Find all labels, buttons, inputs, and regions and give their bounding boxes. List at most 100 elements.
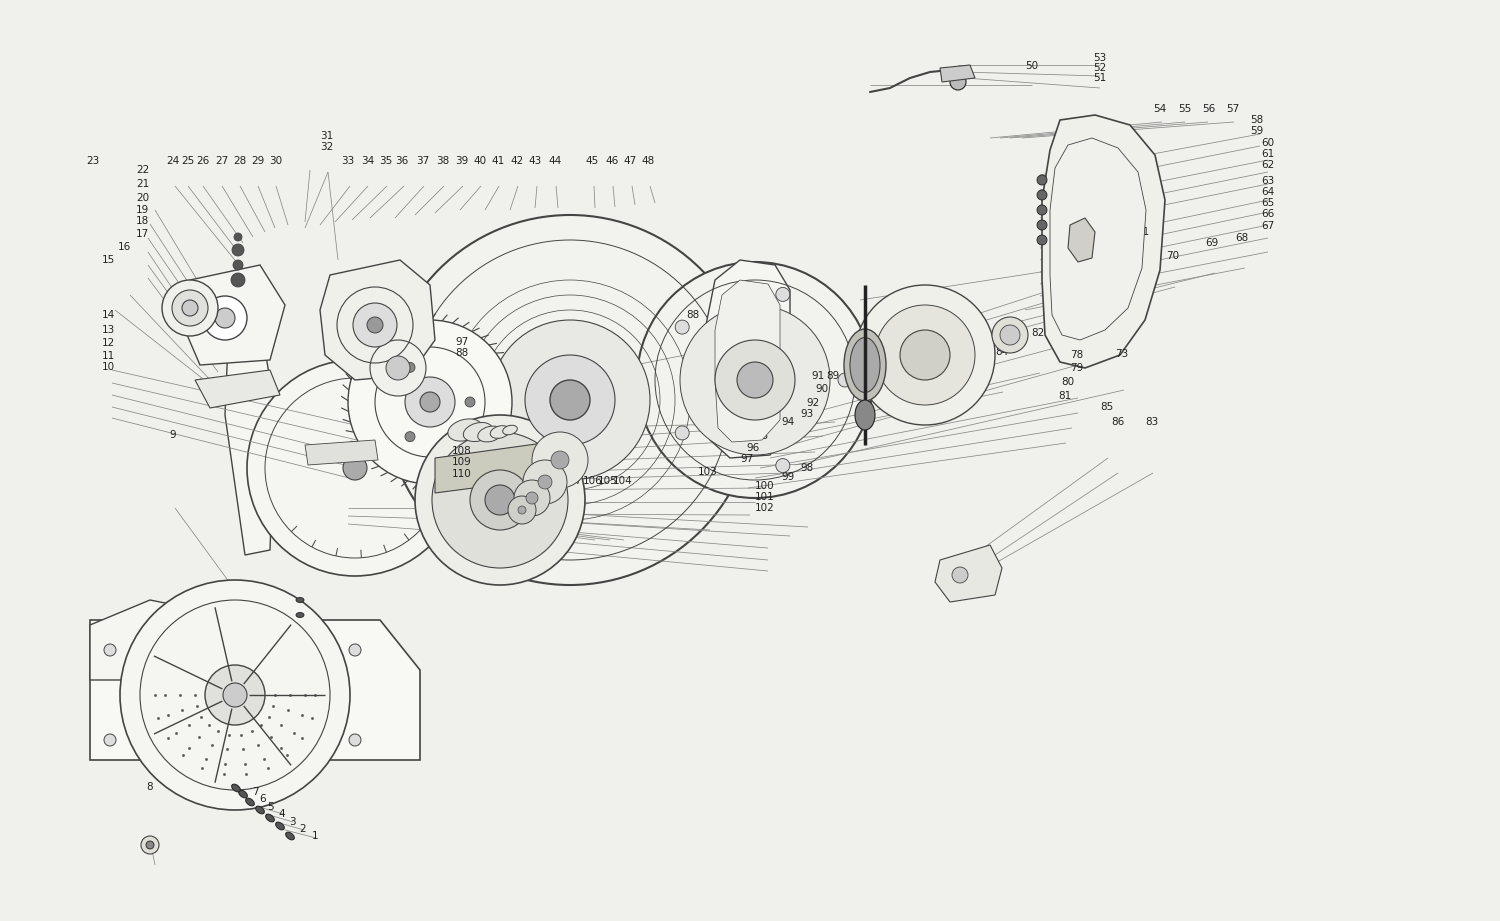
Ellipse shape — [503, 426, 518, 435]
Ellipse shape — [850, 337, 880, 392]
Circle shape — [514, 480, 550, 516]
Polygon shape — [1042, 115, 1166, 368]
Circle shape — [405, 432, 416, 442]
Ellipse shape — [266, 814, 274, 822]
Circle shape — [202, 296, 248, 340]
Text: 67: 67 — [1262, 221, 1274, 230]
Circle shape — [224, 683, 248, 707]
Polygon shape — [705, 260, 791, 458]
Text: 25: 25 — [182, 157, 194, 166]
Ellipse shape — [448, 419, 482, 441]
Text: 21: 21 — [136, 180, 148, 189]
Circle shape — [992, 317, 1028, 353]
Text: 72: 72 — [1126, 242, 1138, 251]
Text: 57: 57 — [1227, 104, 1239, 113]
Text: 38: 38 — [436, 157, 448, 166]
Text: 92: 92 — [807, 399, 819, 408]
Polygon shape — [716, 280, 780, 442]
Text: 42: 42 — [512, 157, 524, 166]
Polygon shape — [90, 600, 200, 680]
Circle shape — [232, 244, 244, 256]
Polygon shape — [225, 290, 274, 555]
Circle shape — [248, 360, 464, 576]
Text: 101: 101 — [754, 493, 776, 502]
Text: 84: 84 — [996, 347, 1008, 356]
Circle shape — [532, 432, 588, 488]
Text: 94: 94 — [782, 417, 794, 426]
Text: 35: 35 — [380, 157, 392, 166]
Text: 19: 19 — [136, 205, 148, 215]
Circle shape — [1036, 190, 1047, 200]
Circle shape — [509, 496, 536, 524]
Text: 75: 75 — [1131, 224, 1143, 233]
Circle shape — [104, 734, 116, 746]
Circle shape — [206, 665, 266, 725]
Polygon shape — [184, 265, 285, 365]
Text: 53: 53 — [1094, 53, 1106, 63]
Circle shape — [490, 320, 650, 480]
Text: 6: 6 — [260, 795, 266, 804]
Ellipse shape — [490, 426, 510, 438]
Text: 61: 61 — [1262, 149, 1274, 158]
Ellipse shape — [285, 832, 294, 840]
Polygon shape — [195, 370, 280, 408]
Text: 109: 109 — [452, 458, 472, 467]
Text: 8: 8 — [147, 782, 153, 791]
Text: 74: 74 — [1092, 295, 1104, 304]
Text: 52: 52 — [1094, 64, 1106, 73]
Text: 41: 41 — [492, 157, 504, 166]
Text: 44: 44 — [549, 157, 561, 166]
Text: 95: 95 — [756, 431, 768, 440]
Circle shape — [524, 460, 567, 504]
Circle shape — [232, 260, 243, 270]
Text: 106: 106 — [582, 476, 603, 485]
Circle shape — [484, 485, 514, 515]
Text: 68: 68 — [1236, 233, 1248, 242]
Text: 51: 51 — [1094, 74, 1106, 83]
Text: 104: 104 — [612, 476, 633, 485]
Circle shape — [182, 300, 198, 316]
Text: 26: 26 — [196, 157, 208, 166]
Text: 83: 83 — [1146, 417, 1158, 426]
Circle shape — [680, 305, 830, 455]
Text: 73: 73 — [1116, 349, 1128, 358]
Text: 54: 54 — [1154, 104, 1166, 113]
Circle shape — [538, 475, 552, 489]
Text: 7: 7 — [252, 787, 258, 797]
Text: 99: 99 — [782, 472, 794, 482]
Text: 71: 71 — [1137, 227, 1149, 237]
Polygon shape — [435, 440, 570, 493]
Circle shape — [470, 470, 530, 530]
Ellipse shape — [246, 799, 255, 806]
Text: 43: 43 — [530, 157, 542, 166]
Circle shape — [350, 644, 361, 656]
Text: 31: 31 — [321, 132, 333, 141]
Circle shape — [386, 215, 754, 585]
Circle shape — [231, 273, 244, 287]
Circle shape — [420, 392, 440, 412]
Circle shape — [950, 74, 966, 90]
Text: 65: 65 — [1262, 198, 1274, 207]
Text: 64: 64 — [1262, 187, 1274, 196]
Circle shape — [146, 841, 154, 849]
Text: 103: 103 — [698, 467, 718, 476]
Ellipse shape — [464, 423, 492, 441]
Circle shape — [1036, 220, 1047, 230]
Text: 17: 17 — [136, 229, 148, 239]
Text: 34: 34 — [362, 157, 374, 166]
Circle shape — [675, 321, 688, 334]
Text: 66: 66 — [1262, 209, 1274, 218]
Polygon shape — [304, 440, 378, 465]
Text: 22: 22 — [136, 166, 148, 175]
Text: 81: 81 — [1059, 391, 1071, 401]
Circle shape — [839, 373, 852, 387]
Text: 13: 13 — [102, 325, 114, 334]
Text: 85: 85 — [1101, 402, 1113, 412]
Text: 97: 97 — [456, 337, 468, 347]
Text: 70: 70 — [1167, 251, 1179, 261]
Circle shape — [120, 580, 350, 810]
Text: 23: 23 — [87, 157, 99, 166]
Circle shape — [776, 459, 790, 472]
Ellipse shape — [478, 426, 502, 442]
Circle shape — [526, 492, 538, 504]
